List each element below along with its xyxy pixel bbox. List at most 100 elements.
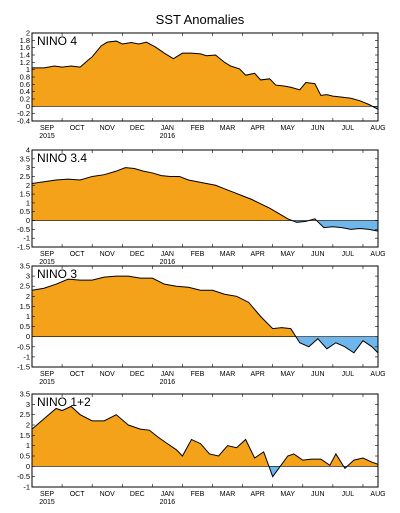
panel-label: NINO 1+2 xyxy=(37,395,91,409)
y-tick-label: 3 xyxy=(26,163,30,172)
y-tick-label: 1 xyxy=(26,312,30,321)
x-month-label: NOV xyxy=(100,371,116,378)
x-month-label: JUL xyxy=(342,251,355,258)
x-month-label: NOV xyxy=(100,251,116,258)
y-tick-label: 1.8 xyxy=(20,36,30,45)
x-month-label: JAN xyxy=(161,251,174,258)
y-tick-label: 3 xyxy=(26,400,30,409)
x-month-label: NOV xyxy=(100,491,116,498)
y-tick-label: 0.4 xyxy=(20,87,30,96)
x-month-label: SEP xyxy=(40,251,54,258)
x-month-label: FEB xyxy=(191,491,205,498)
y-tick-label: 1.2 xyxy=(20,58,30,67)
panel-label: NINO 3 xyxy=(37,267,77,281)
x-month-label: MAY xyxy=(280,371,295,378)
panel-label: NINO 3.4 xyxy=(37,151,87,165)
x-month-label: JUL xyxy=(342,491,355,498)
y-tick-label: -1 xyxy=(23,352,30,361)
y-tick-label: 2.5 xyxy=(20,410,30,419)
x-year-label: 2015 xyxy=(39,379,55,386)
x-year-label: 2016 xyxy=(160,499,176,506)
x-month-label: AUG xyxy=(370,125,385,132)
y-tick-label: 1 xyxy=(26,441,30,450)
panel-2: NINO 3.443.532.521.510.50-0.5-1-1.5SEP20… xyxy=(17,146,386,267)
y-tick-label: 1 xyxy=(26,65,30,74)
y-tick-label: -1.5 xyxy=(17,243,30,252)
y-tick-label: -0.5 xyxy=(17,342,30,351)
x-year-label: 2015 xyxy=(39,499,55,506)
x-month-label: MAR xyxy=(220,371,236,378)
y-tick-label: 0.6 xyxy=(20,80,30,89)
x-month-label: OCT xyxy=(70,125,86,132)
negative-anomaly-area xyxy=(295,336,378,353)
x-month-label: SEP xyxy=(40,491,54,498)
negative-anomaly-area xyxy=(268,466,348,477)
y-tick-label: 0 xyxy=(26,102,30,111)
y-tick-label: 0.5 xyxy=(20,452,30,461)
y-tick-label: 2 xyxy=(26,292,30,301)
plot-frame xyxy=(31,149,379,248)
panel-1: NINO 4 21.81.61.41.210.80.60.40.20-0.2-0.… xyxy=(17,29,386,141)
anomaly-line xyxy=(32,405,378,478)
x-month-label: OCT xyxy=(70,491,86,498)
x-month-label: DEC xyxy=(130,491,145,498)
x-month-label: NOV xyxy=(100,125,116,132)
anomaly-line xyxy=(32,275,378,354)
positive-anomaly-area xyxy=(32,406,378,467)
panel-3: NINO 33.532.521.510.50-0.5-1-1.5SEP2015O… xyxy=(17,262,386,387)
y-tick-label: -1 xyxy=(23,234,30,243)
y-tick-label: 0.5 xyxy=(20,322,30,331)
y-tick-label: 1.6 xyxy=(20,43,30,52)
y-tick-label: -1.5 xyxy=(17,363,30,372)
x-year-label: 2016 xyxy=(160,259,176,266)
y-tick-label: -0.5 xyxy=(17,225,30,234)
x-month-label: MAR xyxy=(220,125,236,132)
y-tick-label: -0.4 xyxy=(17,117,30,126)
x-month-label: DEC xyxy=(130,251,145,258)
x-month-label: MAR xyxy=(220,251,236,258)
positive-anomaly-area xyxy=(32,167,378,221)
y-tick-label: 2 xyxy=(26,181,30,190)
x-year-label: 2015 xyxy=(39,259,55,266)
y-tick-label: 1.4 xyxy=(20,51,30,60)
x-month-label: JAN xyxy=(161,491,174,498)
x-month-label: APR xyxy=(250,491,264,498)
x-year-label: 2015 xyxy=(39,133,55,140)
x-month-label: OCT xyxy=(70,371,86,378)
x-month-label: AUG xyxy=(370,491,385,498)
plot-frame xyxy=(31,393,379,488)
panel-label: NINO 4 xyxy=(37,34,77,48)
y-tick-label: 1.5 xyxy=(20,302,30,311)
y-tick-label: 1.5 xyxy=(20,431,30,440)
y-tick-label: 4 xyxy=(26,146,30,155)
x-month-label: FEB xyxy=(191,251,205,258)
x-year-label: 2016 xyxy=(160,379,176,386)
y-tick-label: -1 xyxy=(23,483,30,492)
x-month-label: SEP xyxy=(40,371,54,378)
x-month-label: JUL xyxy=(342,125,355,132)
y-tick-label: 3 xyxy=(26,272,30,281)
y-tick-label: 1 xyxy=(26,198,30,207)
x-month-label: MAY xyxy=(280,125,295,132)
y-tick-label: 2 xyxy=(26,29,30,38)
anomaly-line xyxy=(32,167,378,232)
x-month-label: JUN xyxy=(311,251,325,258)
x-month-label: AUG xyxy=(370,251,385,258)
x-month-label: MAY xyxy=(280,491,295,498)
x-month-label: APR xyxy=(250,125,264,132)
y-tick-label: 0 xyxy=(26,216,30,225)
x-month-label: JAN xyxy=(161,371,174,378)
x-month-label: JUN xyxy=(311,125,325,132)
y-tick-label: -0.2 xyxy=(17,109,30,118)
x-month-label: JUN xyxy=(311,491,325,498)
y-tick-label: 0.8 xyxy=(20,73,30,82)
x-month-label: FEB xyxy=(191,125,205,132)
y-tick-label: 0 xyxy=(26,332,30,341)
x-month-label: JUL xyxy=(342,371,355,378)
x-month-label: OCT xyxy=(70,251,86,258)
x-month-label: FEB xyxy=(191,371,205,378)
anomaly-line xyxy=(32,40,378,110)
x-month-label: SEP xyxy=(40,125,54,132)
x-month-label: MAY xyxy=(280,251,295,258)
